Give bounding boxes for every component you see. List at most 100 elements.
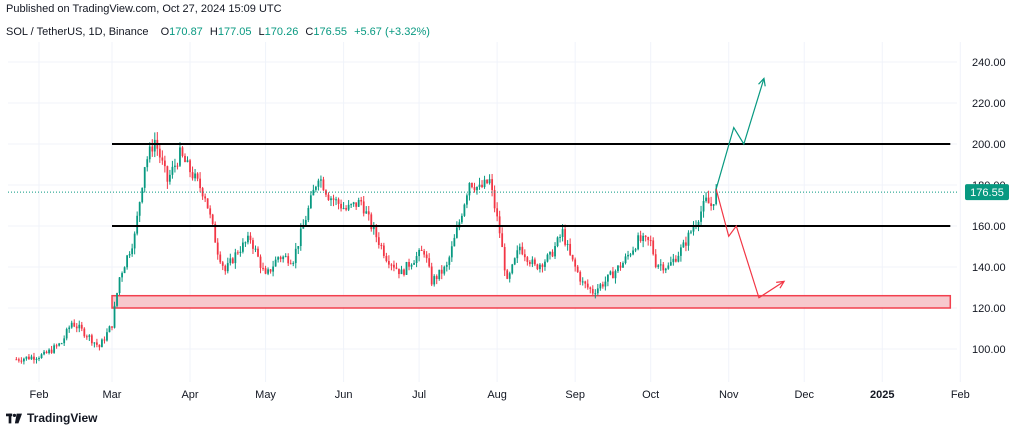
candle-body bbox=[546, 254, 549, 262]
candle-body bbox=[274, 259, 277, 267]
candle-body bbox=[498, 216, 501, 234]
candle-body bbox=[712, 204, 715, 206]
candle-body bbox=[153, 139, 156, 152]
candle-body bbox=[289, 263, 292, 265]
candle-body bbox=[418, 249, 421, 257]
candle-body bbox=[685, 242, 687, 246]
candle-body bbox=[342, 208, 345, 210]
candle-body bbox=[637, 235, 640, 250]
candle-body bbox=[624, 256, 627, 264]
candle-body bbox=[113, 305, 116, 328]
candle-body bbox=[93, 342, 96, 344]
candle-body bbox=[138, 202, 141, 216]
tradingview-logo[interactable]: TradingView bbox=[6, 411, 97, 425]
candle-body bbox=[443, 266, 446, 274]
candle-body bbox=[413, 263, 415, 265]
candle-body bbox=[330, 198, 332, 201]
candle-body bbox=[679, 247, 682, 256]
candle-body bbox=[161, 157, 164, 161]
candle-body bbox=[589, 287, 592, 289]
x-tick-label: Oct bbox=[642, 389, 659, 401]
candle-body bbox=[179, 147, 181, 166]
candle-body bbox=[229, 258, 232, 264]
candle-body bbox=[211, 214, 214, 224]
candle-body bbox=[571, 254, 574, 260]
candle-body bbox=[662, 264, 665, 271]
candle-body bbox=[151, 146, 154, 152]
candle-body bbox=[556, 237, 559, 247]
candle-body bbox=[438, 269, 441, 279]
candle-body bbox=[541, 264, 544, 267]
candle-body bbox=[199, 178, 202, 189]
candle-body bbox=[692, 226, 695, 232]
candle-body bbox=[196, 173, 199, 179]
candle-body bbox=[355, 202, 358, 207]
candle-body bbox=[513, 258, 516, 265]
x-tick-label: Mar bbox=[103, 389, 122, 401]
candle-body bbox=[390, 264, 393, 266]
x-tick-label: Jul bbox=[412, 389, 426, 401]
candle-body bbox=[55, 345, 58, 347]
candle-body bbox=[269, 269, 272, 272]
candle-body bbox=[314, 186, 317, 190]
x-tick-label: Sep bbox=[565, 389, 585, 401]
candle-body bbox=[365, 211, 368, 214]
candle-body bbox=[181, 147, 184, 156]
candle-body bbox=[491, 179, 494, 191]
candle-body bbox=[244, 242, 247, 244]
candle-body bbox=[569, 243, 572, 255]
candle-body bbox=[380, 244, 383, 246]
candle-body bbox=[642, 235, 645, 242]
candle-body bbox=[385, 255, 388, 262]
candle-body bbox=[400, 269, 403, 275]
last-price-badge bbox=[965, 184, 1009, 201]
candle-body bbox=[566, 243, 569, 245]
candle-body bbox=[659, 264, 662, 266]
candle-body bbox=[362, 201, 365, 214]
x-tick-label: Jun bbox=[335, 389, 353, 401]
candle-body bbox=[347, 204, 350, 210]
candle-body bbox=[101, 339, 103, 348]
candle-body bbox=[103, 339, 106, 341]
candle-body bbox=[78, 324, 81, 329]
candle-body bbox=[131, 248, 134, 255]
x-tick-label: Nov bbox=[719, 389, 739, 401]
candle-body bbox=[544, 261, 546, 267]
symbol-name[interactable]: SOL / TetherUS, 1D, Binance bbox=[6, 26, 149, 38]
y-tick-label: 120.00 bbox=[972, 303, 1006, 315]
y-tick-label: 100.00 bbox=[972, 344, 1006, 356]
symbol-info-row: SOL / TetherUS, 1D, Binance O170.87 H177… bbox=[6, 26, 434, 38]
candle-body bbox=[262, 267, 264, 269]
candle-body bbox=[148, 146, 151, 160]
candle-body bbox=[216, 242, 219, 255]
candle-body bbox=[405, 261, 408, 275]
candle-body bbox=[53, 345, 56, 353]
candle-body bbox=[415, 256, 418, 264]
candle-body bbox=[337, 199, 340, 204]
candle-body bbox=[579, 272, 582, 282]
low-value: 170.26 bbox=[264, 26, 299, 38]
candle-body bbox=[584, 281, 587, 284]
candle-body bbox=[224, 265, 227, 272]
candle-body bbox=[116, 293, 118, 306]
candle-body bbox=[168, 174, 171, 182]
candle-body bbox=[95, 342, 98, 345]
candle-body bbox=[254, 248, 257, 250]
candle-body bbox=[523, 254, 526, 258]
candle-body bbox=[259, 256, 262, 268]
candle-body bbox=[526, 257, 529, 262]
candle-body bbox=[629, 254, 632, 256]
candle-body bbox=[189, 160, 191, 173]
candle-body bbox=[455, 227, 458, 238]
candle-body bbox=[483, 179, 486, 188]
candle-body bbox=[596, 288, 599, 294]
candle-body bbox=[649, 240, 652, 242]
candle-body bbox=[304, 220, 307, 226]
y-tick-label: 140.00 bbox=[972, 262, 1006, 274]
candle-body bbox=[627, 254, 629, 257]
candle-body bbox=[460, 215, 463, 223]
candle-body bbox=[226, 263, 229, 272]
candle-body bbox=[496, 208, 499, 217]
candle-body bbox=[375, 226, 378, 238]
